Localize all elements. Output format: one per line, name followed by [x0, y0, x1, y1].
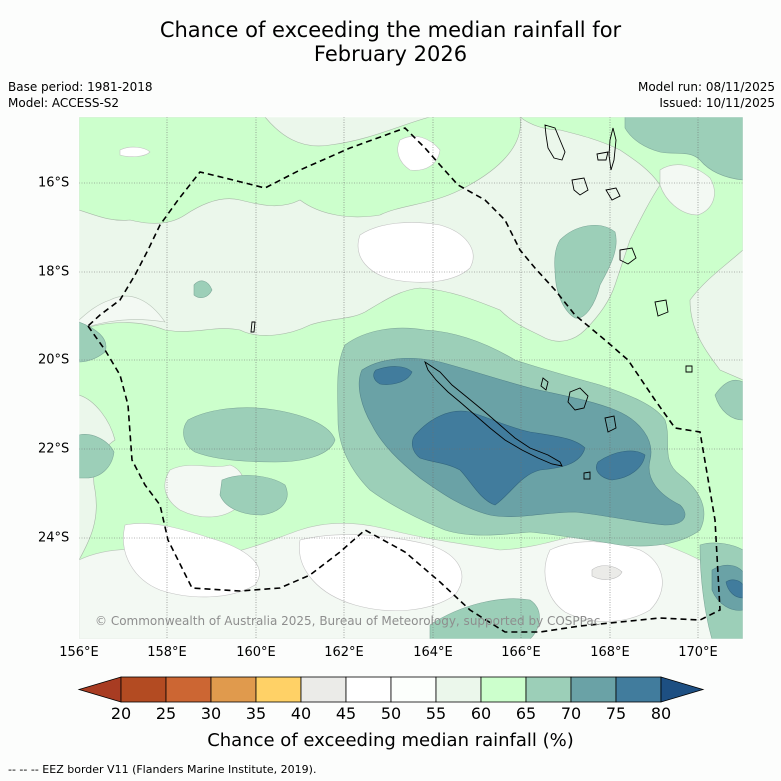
colorbar-swatch-55-60	[435, 676, 482, 703]
band-55-60	[659, 164, 715, 216]
colorbar-swatch-65-70	[525, 676, 572, 703]
eez-footnote: -- -- -- EEZ border V11 (Flanders Marine…	[8, 763, 317, 776]
copyright-notice: © Commonwealth of Australia 2025, Bureau…	[95, 614, 601, 628]
vanuatu-ambae-coast	[596, 151, 609, 161]
colorbar-tick-80: 80	[650, 704, 672, 723]
vanuatu-efate-coast	[605, 187, 621, 201]
band-50-55	[544, 541, 663, 622]
colorbar-tick-35: 35	[245, 704, 267, 723]
band-65-70	[79, 321, 107, 363]
lon-label-156e: 156°E	[59, 645, 99, 660]
eez-border	[86, 127, 721, 633]
model-run-text: Model run: 08/11/2025	[637, 80, 775, 94]
colorbar-tick-65: 65	[515, 704, 537, 723]
colorbar-swatch-30-35	[210, 676, 257, 703]
band-75-80	[596, 450, 646, 481]
lon-label-168e: 168°E	[590, 645, 630, 660]
lat-label-20s: 20°S	[38, 352, 70, 368]
vanuatu-tanna-coast	[654, 299, 669, 317]
colorbar-swatch-25-30	[165, 676, 212, 703]
band-65-70	[554, 225, 617, 319]
band-75-80	[373, 366, 413, 385]
base-period-text: Base period: 1981-2018	[8, 80, 153, 94]
lon-label-158e: 158°E	[147, 645, 187, 660]
colorbar-tick-30: 30	[200, 704, 222, 723]
band-45-50	[591, 565, 623, 580]
band-75-80	[725, 579, 743, 599]
lat-label-22s: 22°S	[38, 441, 70, 457]
colorbar-swatch-35-40	[255, 676, 302, 703]
colorbar-swatch-75-80	[615, 676, 662, 703]
colorbar-tick-75: 75	[605, 704, 627, 723]
vanuatu-erromango-coast	[619, 247, 637, 265]
band-65-70	[624, 117, 743, 181]
lon-label-162e: 162°E	[324, 645, 364, 660]
colorbar-tick-20: 20	[110, 704, 132, 723]
mare-coast	[583, 471, 591, 480]
colorbar	[77, 676, 705, 703]
chesterfield-coast	[250, 321, 256, 333]
lon-label-166e: 166°E	[501, 645, 541, 660]
colorbar-tick-55: 55	[425, 704, 447, 723]
band-50-55	[119, 146, 151, 157]
colorbar-swatch-45-50	[345, 676, 392, 703]
colorbar-swatch-20-25	[120, 676, 167, 703]
band-50-55	[123, 523, 260, 598]
model-text: Model: ACCESS-S2	[8, 96, 120, 110]
chart-title: Chance of exceeding the median rainfall …	[0, 18, 781, 66]
title-line-2: February 2026	[313, 42, 468, 66]
band-50-55	[357, 222, 474, 283]
meta-left: Base period: 1981-2018 Model: ACCESS-S2	[8, 79, 153, 111]
ouvea-coast	[540, 377, 549, 391]
band-55-60	[79, 295, 166, 331]
vanuatu-maewo-coast	[608, 127, 617, 171]
meta-right: Model run: 08/11/2025 Issued: 10/11/2025	[638, 79, 775, 111]
band-65-70	[79, 434, 115, 479]
lifou-coast	[604, 415, 617, 433]
map-frame	[78, 116, 744, 640]
colorbar-swatch-60-65	[480, 676, 527, 703]
coastlines	[250, 124, 693, 480]
band-65-70	[219, 475, 288, 516]
band-50-55	[397, 136, 441, 171]
band-75-80	[411, 410, 586, 506]
rainfall-probability-field	[79, 117, 743, 639]
vanuatu-espiritu-santo-coast	[544, 124, 566, 161]
lon-label-160e: 160°E	[236, 645, 276, 660]
lat-label-18s: 18°S	[38, 264, 70, 280]
colorbar-tick-40: 40	[290, 704, 312, 723]
issued-text: Issued: 10/11/2025	[659, 96, 775, 110]
loyalty-islands-coast	[567, 387, 589, 411]
colorbar-swatch-70-75	[570, 676, 617, 703]
lon-label-170e: 170°E	[678, 645, 718, 660]
colorbar-extend-high	[660, 676, 705, 703]
new-caledonia-coast	[424, 360, 563, 467]
colorbar-tick-60: 60	[470, 704, 492, 723]
anatom-coast	[685, 365, 693, 373]
title-line-1: Chance of exceeding the median rainfall …	[159, 18, 622, 42]
lat-label-24s: 24°S	[38, 530, 70, 546]
colorbar-title: Chance of exceeding median rainfall (%)	[207, 730, 574, 751]
lat-label-16s: 16°S	[38, 175, 70, 191]
band-65-70	[429, 598, 540, 639]
graticule	[79, 117, 743, 639]
colorbar-extend-low	[77, 676, 122, 703]
colorbar-tick-70: 70	[560, 704, 582, 723]
band-65-70	[714, 379, 743, 421]
colorbar-swatch-40-45	[300, 676, 347, 703]
lon-label-164e: 164°E	[413, 645, 453, 660]
colorbar-tick-45: 45	[335, 704, 357, 723]
colorbar-swatch-50-55	[390, 676, 437, 703]
colorbar-tick-50: 50	[380, 704, 402, 723]
band-65-70	[193, 280, 213, 299]
band-65-70	[183, 407, 336, 463]
vanuatu-malekula-coast	[571, 177, 589, 196]
colorbar-tick-25: 25	[155, 704, 177, 723]
